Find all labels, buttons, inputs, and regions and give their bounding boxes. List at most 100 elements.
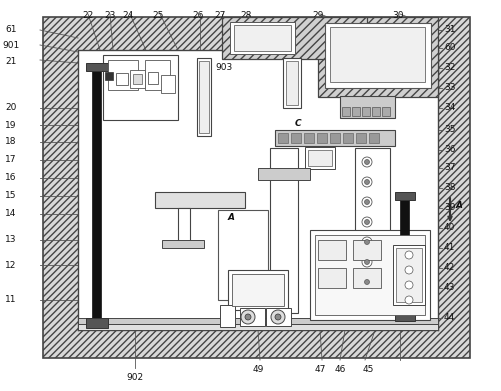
Bar (258, 168, 310, 180)
Bar (240, 308, 265, 326)
Text: 23: 23 (104, 11, 116, 20)
Text: 15: 15 (5, 192, 17, 201)
Bar (86, 63, 108, 71)
Text: 33: 33 (444, 84, 455, 93)
Text: 42: 42 (444, 264, 455, 273)
Bar (130, 70, 145, 88)
Circle shape (275, 314, 281, 320)
Text: 37: 37 (444, 163, 455, 172)
Text: 903: 903 (215, 63, 232, 72)
Text: 24: 24 (122, 11, 134, 20)
Bar (145, 60, 170, 90)
Circle shape (362, 237, 372, 247)
Circle shape (405, 296, 413, 304)
Circle shape (365, 160, 370, 165)
Bar (266, 308, 291, 326)
Bar (228, 270, 288, 310)
Bar (162, 240, 204, 248)
Circle shape (362, 177, 372, 187)
Text: 38: 38 (444, 183, 455, 192)
Bar (92, 63, 101, 321)
Bar (43, 17, 470, 358)
Text: 29: 29 (312, 11, 324, 20)
Bar (352, 107, 360, 116)
Text: B: B (148, 57, 155, 66)
Text: A: A (456, 201, 463, 210)
Circle shape (365, 240, 370, 244)
Text: 30: 30 (392, 11, 404, 20)
Bar (286, 61, 298, 105)
Text: 40: 40 (444, 224, 455, 233)
Bar (105, 72, 113, 80)
Bar (393, 245, 425, 305)
Bar (305, 147, 335, 169)
Bar (230, 22, 295, 54)
Text: 27: 27 (214, 11, 225, 20)
Bar (155, 192, 245, 208)
Text: 47: 47 (314, 365, 326, 374)
Bar (275, 130, 395, 146)
Bar (395, 313, 415, 321)
Text: 32: 32 (444, 63, 455, 72)
Bar (330, 133, 340, 143)
Text: C: C (295, 118, 302, 127)
Bar (308, 150, 332, 166)
Bar (222, 17, 367, 59)
Bar (317, 133, 327, 143)
Bar (304, 133, 314, 143)
Text: 39: 39 (444, 203, 455, 212)
Circle shape (365, 260, 370, 264)
Bar (232, 274, 284, 306)
Text: 901: 901 (2, 41, 19, 50)
Text: 11: 11 (5, 296, 17, 305)
Bar (234, 25, 291, 51)
Bar (199, 61, 209, 133)
Text: B: B (120, 57, 127, 66)
Bar (356, 133, 366, 143)
Text: 22: 22 (82, 11, 94, 20)
Circle shape (405, 251, 413, 259)
Text: 26: 26 (192, 11, 204, 20)
Bar (78, 50, 438, 330)
Bar (355, 148, 390, 313)
Circle shape (405, 281, 413, 289)
Circle shape (365, 219, 370, 224)
Circle shape (365, 179, 370, 185)
Text: 19: 19 (5, 120, 17, 129)
Circle shape (241, 310, 255, 324)
Circle shape (362, 277, 372, 287)
Text: 41: 41 (444, 244, 455, 253)
Text: 17: 17 (5, 156, 17, 165)
Text: 902: 902 (126, 373, 144, 382)
Circle shape (362, 197, 372, 207)
Text: 14: 14 (5, 210, 17, 219)
Text: 20: 20 (5, 104, 17, 113)
Text: 45: 45 (362, 365, 374, 374)
Bar (353, 268, 381, 288)
Bar (382, 107, 390, 116)
Text: 13: 13 (5, 235, 17, 244)
Circle shape (271, 310, 285, 324)
Text: 21: 21 (5, 57, 17, 66)
Bar (178, 208, 190, 243)
Bar (116, 73, 128, 85)
Bar (395, 192, 415, 200)
Text: 16: 16 (5, 174, 17, 183)
Bar (315, 235, 425, 315)
Text: A: A (228, 213, 235, 222)
Bar (343, 133, 353, 143)
Bar (369, 133, 379, 143)
Bar (197, 58, 211, 136)
Bar (148, 72, 158, 84)
Bar (270, 148, 298, 313)
Bar (340, 96, 395, 118)
Text: 43: 43 (444, 283, 455, 292)
Circle shape (365, 199, 370, 204)
Bar (278, 133, 288, 143)
Text: 28: 28 (240, 11, 252, 20)
Bar (330, 27, 425, 82)
Circle shape (365, 280, 370, 285)
Bar (108, 60, 138, 90)
Bar (396, 248, 422, 302)
Bar (325, 23, 431, 88)
